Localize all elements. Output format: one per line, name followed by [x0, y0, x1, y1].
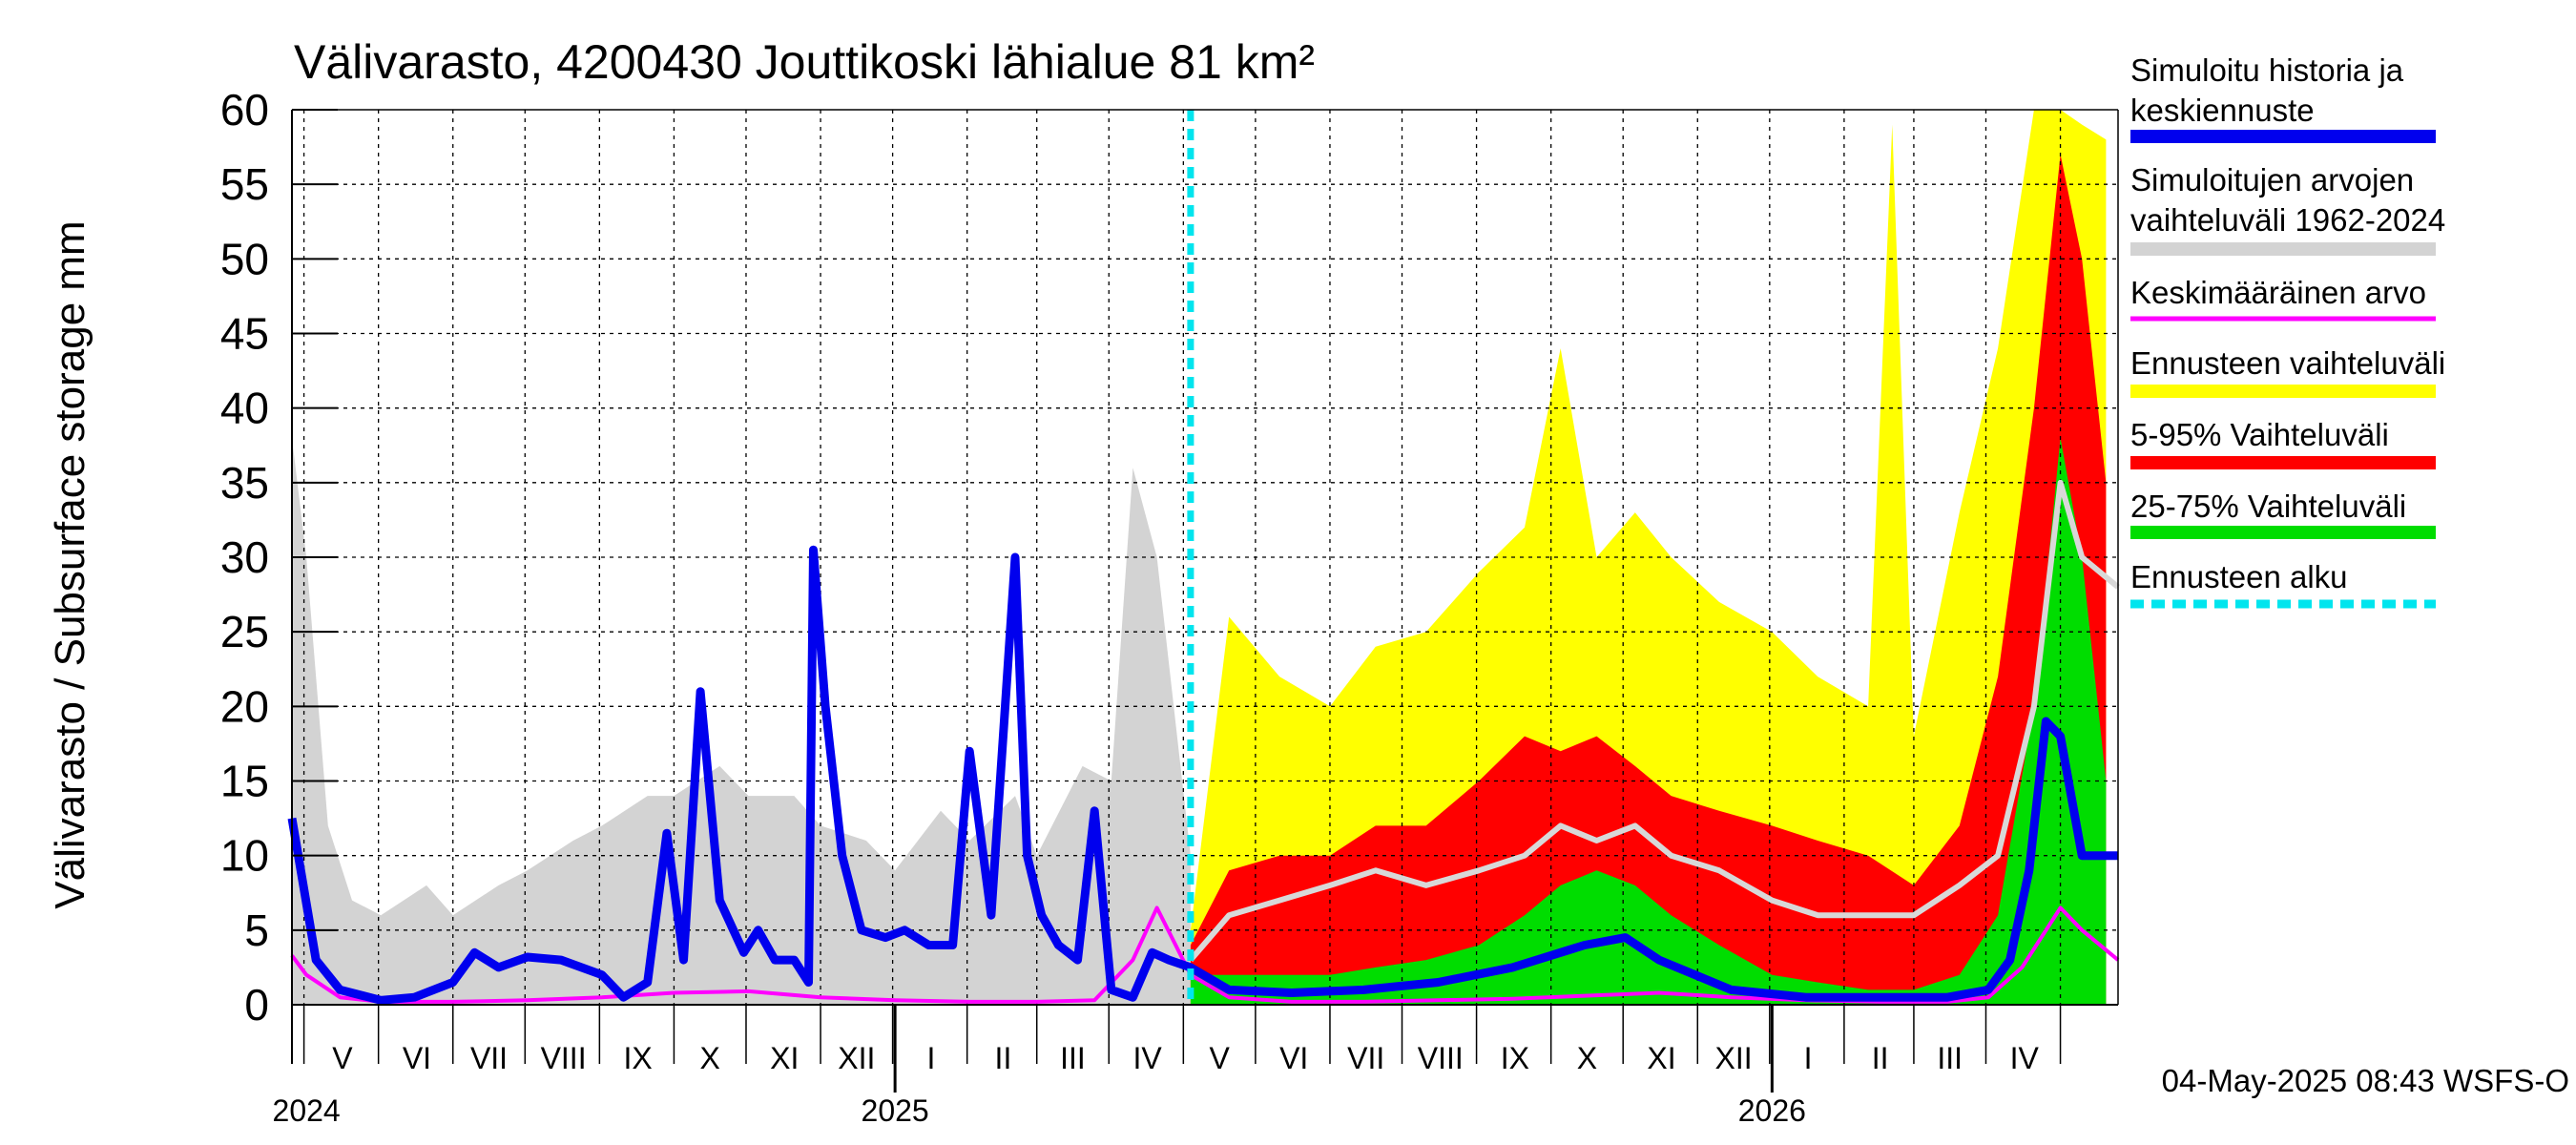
legend-item-5-95-vaihteluv-li: 5-95% Vaihteluväli: [2130, 417, 2436, 469]
y-tick-label: 50: [220, 234, 269, 283]
legend-label: Keskimääräinen arvo: [2130, 275, 2426, 310]
month-label: VIII: [541, 1041, 587, 1075]
month-label: I: [1804, 1041, 1813, 1075]
legend-item-ennusteen-alku: Ennusteen alku: [2130, 559, 2436, 609]
year-label: 2025: [862, 1093, 929, 1128]
month-label: X: [700, 1041, 720, 1075]
legend: Simuloitu historia ja keskiennusteSimuloi…: [2130, 52, 2445, 609]
legend-item-simuloitu-historia-ja-keskiennuste: Simuloitu historia ja keskiennuste: [2130, 52, 2436, 143]
legend-label: 5-95% Vaihteluväli: [2130, 417, 2389, 452]
month-label: VI: [1279, 1041, 1308, 1075]
legend-label: Simuloitu historia ja keskiennuste: [2130, 52, 2404, 128]
month-label: IX: [624, 1041, 653, 1075]
legend-label-line: vaihteluväli 1962-2024: [2130, 202, 2445, 238]
month-label: X: [1577, 1041, 1597, 1075]
y-tick-label: 5: [244, 906, 269, 955]
line-simuloitujen-mediaani: [1188, 479, 2120, 963]
legend-label: Ennusteen vaihteluväli: [2130, 345, 2445, 381]
month-label: I: [926, 1041, 935, 1075]
y-tick-label: 20: [220, 681, 269, 731]
y-tick-label: 40: [220, 384, 269, 433]
legend-item-simuloitujen-arvojen-vaihteluv-li-1962-2024: Simuloitujen arvojen vaihteluväli 1962-20…: [2130, 162, 2445, 256]
legend-label-line: Simuloitujen arvojen: [2130, 162, 2414, 198]
legend-label: 25-75% Vaihteluväli: [2130, 489, 2406, 524]
month-label: V: [332, 1041, 353, 1075]
legend-item-25-75-vaihteluv-li: 25-75% Vaihteluväli: [2130, 489, 2436, 539]
legend-item-keskim-r-inen-arvo: Keskimääräinen arvo: [2130, 275, 2436, 322]
y-tick-label: 55: [220, 159, 269, 209]
y-tick-label: 25: [220, 607, 269, 656]
band-simuloitujen-arvojen-vaihteluv-li-1962-2024: [292, 437, 1191, 1005]
month-label: XII: [1714, 1041, 1752, 1075]
year-label: 2024: [273, 1093, 341, 1128]
legend-label: Simuloitujen arvojen vaihteluväli 1962-20…: [2130, 162, 2445, 238]
y-tick-label: 35: [220, 458, 269, 508]
month-label: III: [1937, 1041, 1963, 1075]
month-label: VII: [1347, 1041, 1384, 1075]
month-label: IX: [1501, 1041, 1529, 1075]
month-label: XII: [838, 1041, 875, 1075]
legend-label-line: keskiennuste: [2130, 93, 2315, 128]
grid-layer: [292, 110, 2118, 1005]
month-label: VIII: [1418, 1041, 1464, 1075]
month-label: II: [1872, 1041, 1889, 1075]
y-tick-label: 10: [220, 831, 269, 881]
month-label: XI: [1647, 1041, 1675, 1075]
month-label: VII: [470, 1041, 508, 1075]
y-tick-label: 60: [220, 85, 269, 135]
y-tick-label: 30: [220, 532, 269, 582]
month-label: II: [995, 1041, 1012, 1075]
y-tick-label: 0: [244, 980, 269, 1030]
month-label: VI: [403, 1041, 431, 1075]
bands-layer: [292, 110, 2107, 1005]
month-label: III: [1060, 1041, 1086, 1075]
legend-label: Ennusteen alku: [2130, 559, 2348, 594]
legend-item-ennusteen-vaihteluv-li: Ennusteen vaihteluväli: [2130, 345, 2445, 398]
month-label: IV: [2010, 1041, 2040, 1075]
month-label: V: [1209, 1041, 1230, 1075]
month-label: IV: [1132, 1041, 1162, 1075]
month-label: XI: [770, 1041, 799, 1075]
y-tick-label: 45: [220, 309, 269, 359]
chart-title: Välivarasto, 4200430 Jouttikoski lähialu…: [294, 35, 1315, 89]
y-tick-label: 15: [220, 757, 269, 806]
year-label: 2026: [1738, 1093, 1806, 1128]
line-simuloitu-historia-ja-keskiennuste: [287, 545, 2118, 1005]
lines-layer: [287, 110, 2120, 1005]
footer-timestamp: 04-May-2025 08:43 WSFS-O: [2162, 1063, 2569, 1098]
legend-label-line: Simuloitu historia ja: [2130, 52, 2404, 88]
y-axis-label: Välivarasto / Subsurface storage mm: [47, 220, 93, 908]
